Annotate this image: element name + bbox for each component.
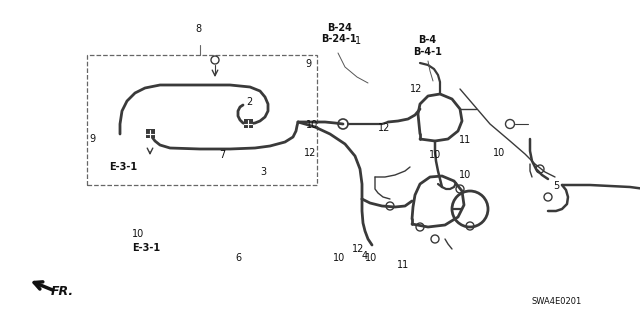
Text: 5: 5 — [554, 181, 560, 191]
Text: 6: 6 — [235, 253, 241, 263]
Text: 10: 10 — [131, 229, 144, 240]
Text: 10: 10 — [365, 253, 378, 263]
Text: 10: 10 — [306, 120, 319, 130]
Text: 10: 10 — [493, 148, 506, 158]
Text: 11: 11 — [458, 135, 471, 145]
Text: B-24
B-24-1: B-24 B-24-1 — [321, 23, 357, 44]
Text: 3: 3 — [260, 167, 267, 177]
Text: 12: 12 — [410, 84, 422, 94]
Text: 12: 12 — [378, 123, 390, 133]
Text: 11: 11 — [397, 260, 410, 270]
Bar — [244, 119, 253, 128]
Text: 12: 12 — [352, 244, 365, 254]
Bar — [146, 129, 155, 138]
Text: FR.: FR. — [51, 286, 74, 298]
Text: 9: 9 — [90, 134, 96, 144]
Text: 2: 2 — [246, 97, 253, 107]
Text: B-4
B-4-1: B-4 B-4-1 — [413, 35, 442, 57]
Text: SWA4E0201: SWA4E0201 — [532, 297, 582, 306]
Text: 10: 10 — [458, 170, 471, 181]
Text: 10: 10 — [333, 253, 346, 263]
Text: 9: 9 — [305, 59, 312, 69]
Text: 4: 4 — [362, 251, 368, 261]
Text: E-3-1: E-3-1 — [132, 243, 160, 253]
Bar — [87, 55, 317, 185]
Text: 12: 12 — [304, 148, 317, 158]
Text: 8: 8 — [195, 24, 202, 34]
Text: 7: 7 — [220, 150, 226, 160]
Text: 1: 1 — [355, 36, 361, 47]
Text: 10: 10 — [429, 150, 442, 160]
Text: E-3-1: E-3-1 — [109, 161, 138, 172]
